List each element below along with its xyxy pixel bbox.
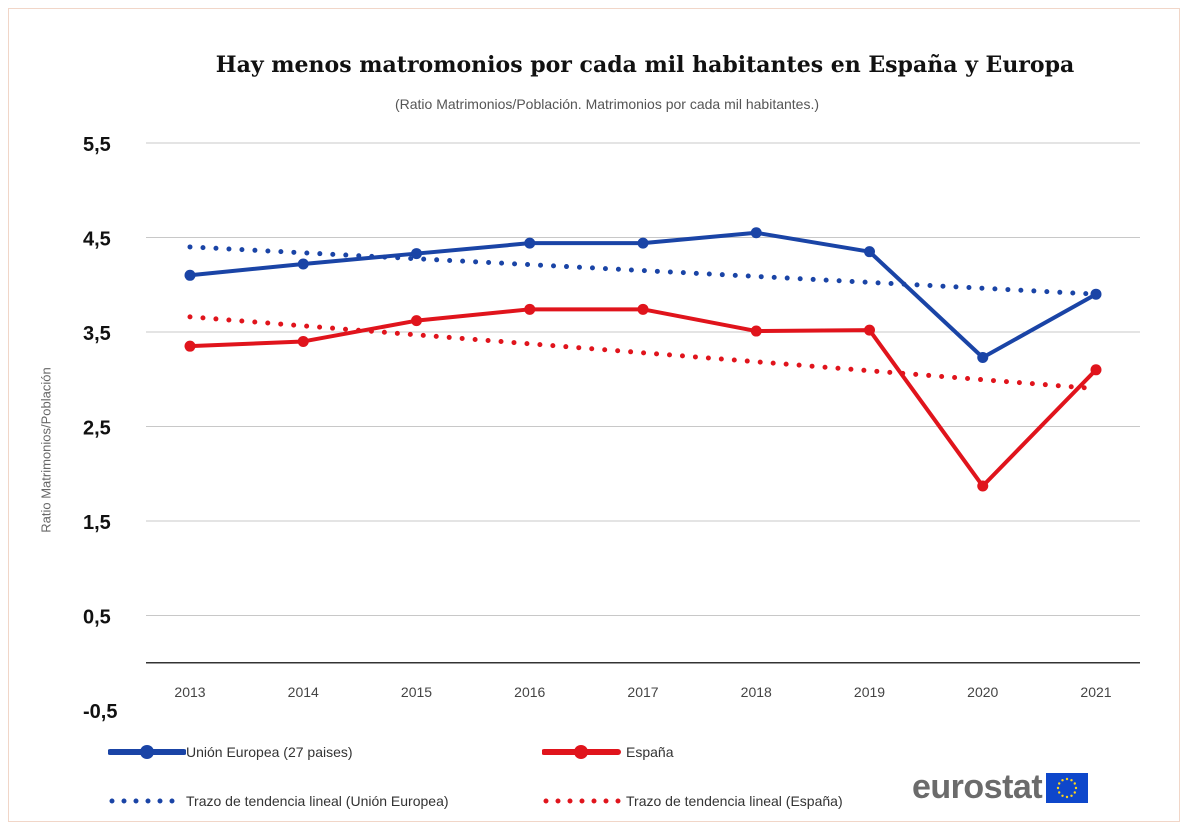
data-point bbox=[524, 303, 536, 315]
legend-swatch-spain-trend bbox=[543, 798, 623, 804]
eu-star-icon bbox=[1073, 790, 1077, 794]
eu-flag-icon bbox=[1046, 772, 1089, 803]
data-point bbox=[977, 352, 989, 364]
data-point bbox=[184, 340, 196, 352]
eu-star-icon bbox=[1074, 786, 1078, 789]
series-line-trend bbox=[187, 314, 1099, 392]
legend-item-spain: España bbox=[542, 742, 673, 762]
y-tick-label: 3,5 bbox=[83, 323, 111, 345]
legend-item-eu: Unión Europea (27 paises) bbox=[108, 742, 353, 762]
legend-swatch-eu bbox=[108, 745, 186, 759]
data-point bbox=[864, 246, 875, 258]
series-line-trend bbox=[187, 244, 1099, 297]
data-point bbox=[411, 248, 422, 260]
data-point bbox=[637, 237, 649, 249]
legend-swatch-spain bbox=[542, 745, 621, 759]
data-point bbox=[297, 258, 309, 270]
data-point bbox=[977, 480, 989, 492]
eu-star-icon bbox=[1073, 781, 1077, 785]
eu-star-icon bbox=[1058, 790, 1061, 794]
x-tick-label: 2019 bbox=[854, 684, 885, 700]
data-point bbox=[297, 335, 309, 347]
eurostat-logo: eurostat bbox=[912, 768, 1089, 807]
y-tick-label: -0,5 bbox=[83, 701, 117, 723]
legend-item-spain-trend: Trazo de tendencia lineal (España) bbox=[542, 791, 843, 811]
eu-star-icon bbox=[1056, 786, 1060, 789]
x-tick-label: 2017 bbox=[627, 684, 658, 700]
x-tick-label: 2021 bbox=[1080, 684, 1111, 700]
eu-star-icon bbox=[1061, 778, 1064, 781]
x-tick-label: 2016 bbox=[514, 684, 545, 700]
legend-swatch-eu-trend bbox=[109, 798, 186, 804]
y-tick-label: 4,5 bbox=[83, 229, 111, 251]
eu-star-icon bbox=[1070, 778, 1073, 781]
y-tick-label: 0,5 bbox=[83, 607, 111, 629]
data-point bbox=[1090, 364, 1102, 376]
data-point bbox=[524, 237, 536, 249]
x-tick-label: 2015 bbox=[401, 684, 432, 700]
eu-star-icon bbox=[1061, 794, 1064, 797]
legend-label-eu-trend: Trazo de tendencia lineal (Unión Europea… bbox=[186, 793, 449, 809]
y-tick-label: 5,5 bbox=[83, 134, 111, 156]
data-point bbox=[637, 303, 649, 315]
legend-label-spain-trend: Trazo de tendencia lineal (España) bbox=[626, 793, 843, 809]
x-tick-label: 2014 bbox=[288, 684, 319, 700]
data-point bbox=[750, 227, 762, 239]
legend-label-eu: Unión Europea (27 paises) bbox=[186, 744, 353, 760]
eu-star-icon bbox=[1065, 777, 1069, 780]
chart-frame bbox=[8, 8, 1180, 822]
eurostat-logo-text: eurostat bbox=[912, 768, 1043, 806]
x-tick-label: 2020 bbox=[967, 684, 998, 700]
data-point bbox=[1090, 288, 1102, 300]
data-point bbox=[184, 269, 196, 281]
y-tick-label: 2,5 bbox=[83, 418, 111, 440]
eu-star-icon bbox=[1070, 794, 1073, 797]
eu-star-icon bbox=[1065, 795, 1069, 798]
chart-subtitle: (Ratio Matrimonios/Población. Matrimonio… bbox=[394, 96, 820, 112]
legend-label-spain: España bbox=[626, 744, 674, 760]
data-point bbox=[411, 315, 422, 327]
eu-star-icon bbox=[1058, 781, 1061, 785]
data-point bbox=[750, 325, 762, 337]
x-tick-label: 2013 bbox=[174, 684, 205, 700]
chart-title: Hay menos matromonios por cada mil habit… bbox=[215, 52, 1075, 78]
data-point bbox=[864, 324, 875, 336]
legend-item-eu-trend: Trazo de tendencia lineal (Unión Europea… bbox=[108, 791, 449, 811]
y-tick-label: 1,5 bbox=[83, 512, 111, 534]
x-tick-label: 2018 bbox=[741, 684, 772, 700]
